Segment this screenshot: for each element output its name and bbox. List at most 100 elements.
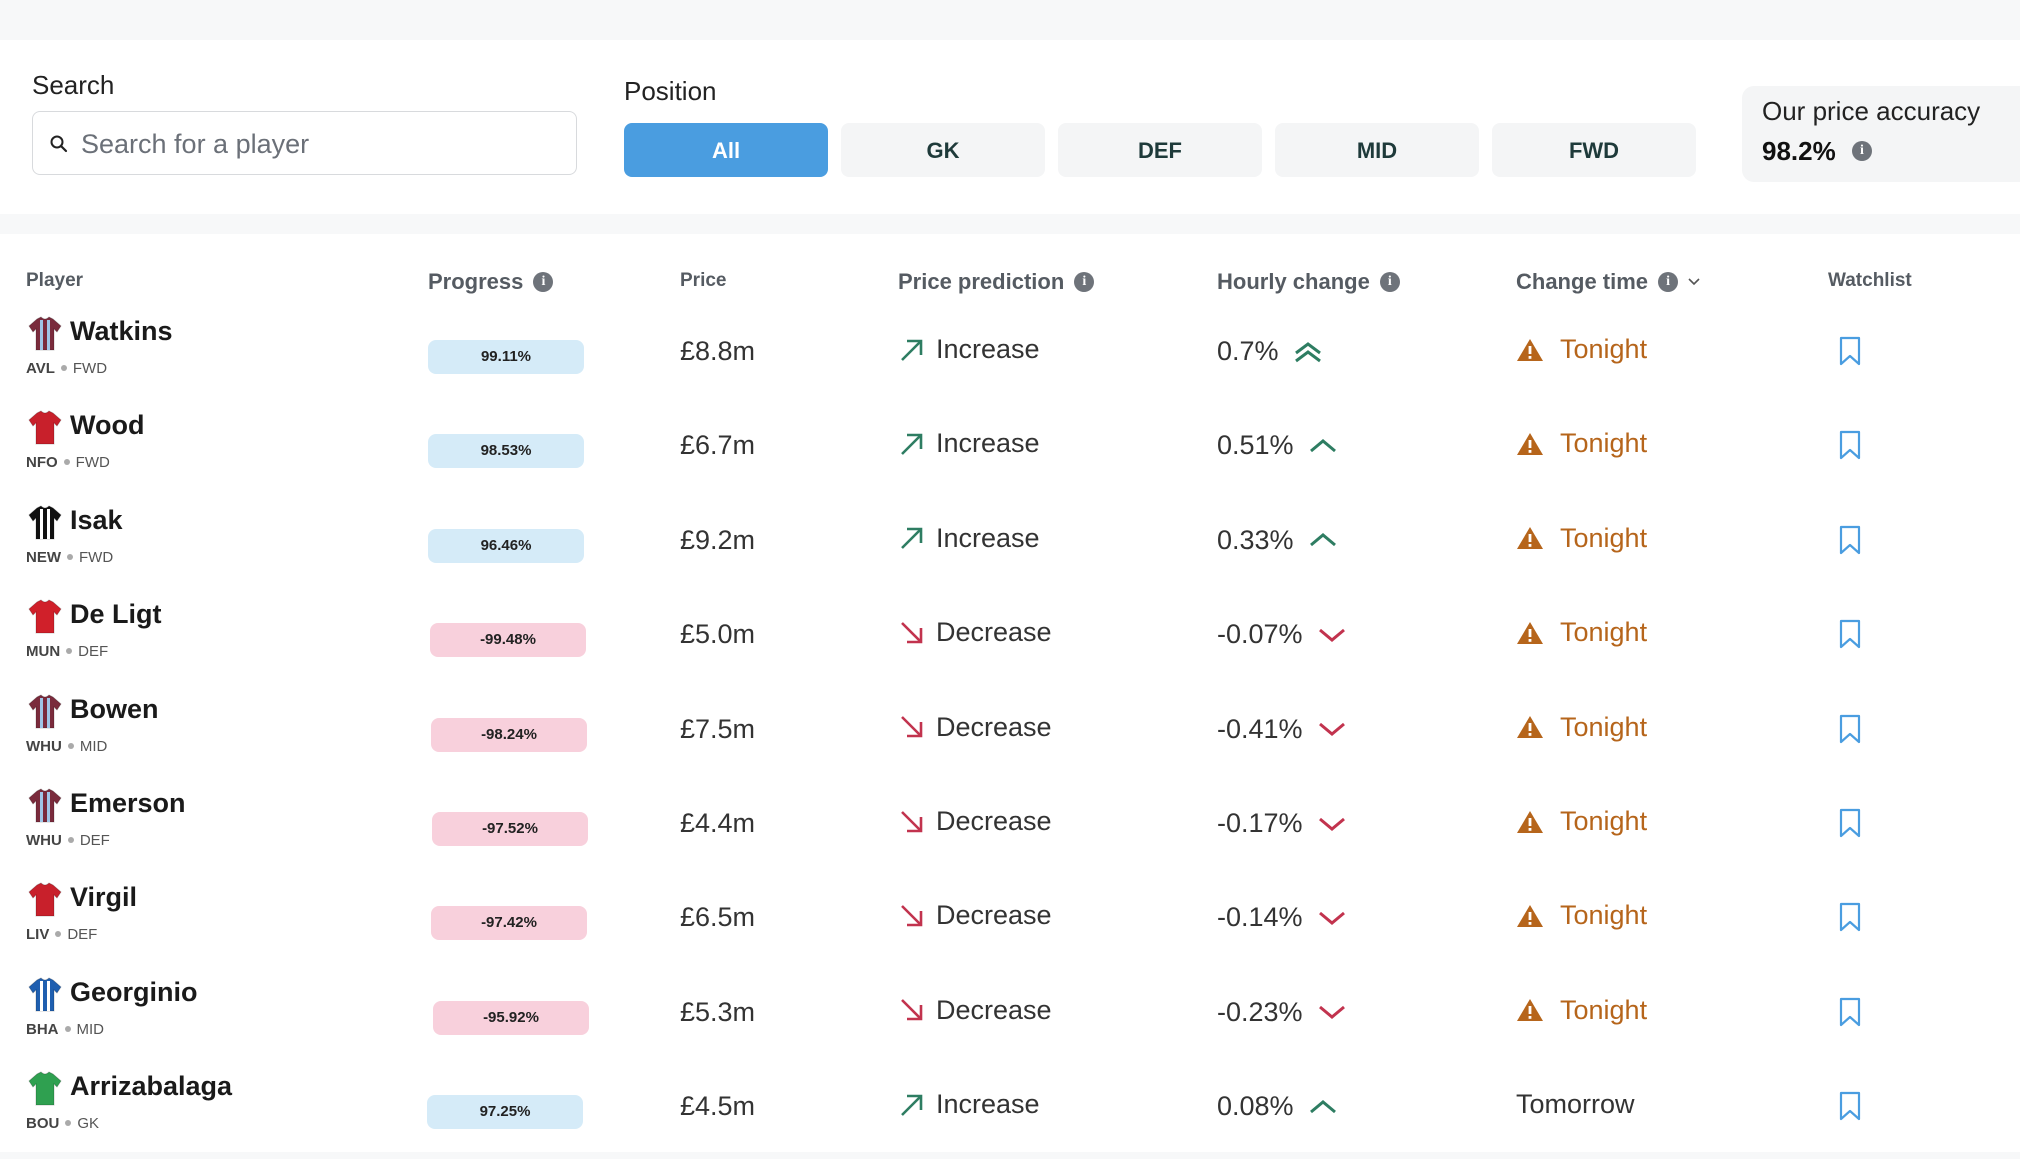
player-name[interactable]: De Ligt [70, 599, 162, 630]
player-team: MUN [26, 643, 61, 661]
prediction-label: Decrease [936, 617, 1052, 648]
trend-up-arrow-icon [901, 339, 923, 361]
chevron-down-icon [1318, 628, 1345, 642]
trend-up-arrow-icon [901, 433, 923, 455]
bookmark-icon[interactable] [1838, 336, 1862, 366]
player-name[interactable]: Wood [70, 410, 145, 441]
hourly-info-icon[interactable]: i [1379, 272, 1400, 292]
player-name[interactable]: Watkins [70, 316, 173, 346]
position-label: Position [624, 76, 717, 106]
search-icon [50, 135, 68, 153]
hourly-change-value: 0.7% [1217, 336, 1279, 366]
price-prediction: Increase [898, 428, 1040, 459]
prediction-label: Increase [936, 1089, 1040, 1120]
warning-icon [1517, 432, 1543, 455]
search-label: Search [32, 70, 115, 100]
player-position: FWD [79, 548, 114, 566]
price-prediction: Decrease [898, 995, 1052, 1026]
table-row: Wood NFO FWD 98.53% £6.7m Increase 0.51% … [0, 404, 2020, 498]
position-filter-fwd[interactable]: FWD [1492, 123, 1696, 177]
player-name[interactable]: Arrizabalaga [70, 1071, 233, 1102]
accuracy-title: Our price accuracy [1762, 96, 1981, 126]
player-name[interactable]: Bowen [70, 693, 159, 724]
position-filter-mid[interactable]: MID [1275, 123, 1479, 177]
header-change-time[interactable]: Change time i [1516, 269, 1700, 295]
sort-chevron-icon[interactable] [1688, 278, 1700, 286]
double-chevron-up-icon [1294, 341, 1321, 362]
change-time-label: Tonight [1560, 711, 1648, 742]
change-time-label: Tonight [1560, 617, 1648, 648]
search-box[interactable] [32, 111, 577, 175]
bookmark-icon[interactable] [1838, 997, 1862, 1027]
player-price: £6.7m [680, 430, 756, 461]
player-name[interactable]: Georginio [70, 976, 198, 1007]
player-name[interactable]: Emerson [70, 788, 186, 818]
bookmark-icon[interactable] [1838, 902, 1862, 932]
trend-down-arrow-icon [901, 999, 923, 1021]
warning-icon [1517, 621, 1543, 644]
hourly-change: -0.41% [1217, 714, 1347, 745]
hourly-change: 0.7% [1217, 336, 1323, 367]
team-kit-icon [28, 599, 62, 634]
warning-icon [1517, 904, 1543, 927]
position-filter-all[interactable]: All [624, 123, 828, 177]
player-team: WHU [26, 832, 62, 849]
player-position: MID [79, 737, 108, 755]
hourly-change-value: -0.14% [1217, 902, 1303, 933]
hourly-change-value: 0.33% [1217, 524, 1294, 555]
player-name[interactable]: Isak [70, 504, 123, 535]
search-input[interactable] [79, 120, 563, 168]
bookmark-icon[interactable] [1838, 525, 1862, 555]
position-filter-def[interactable]: DEF [1058, 123, 1262, 177]
player-position: FWD [72, 360, 108, 377]
warning-icon [1517, 716, 1543, 739]
hourly-change: 0.08% [1217, 1091, 1338, 1122]
bookmark-icon[interactable] [1838, 808, 1862, 838]
trend-down-arrow-icon [901, 904, 923, 927]
bookmark-icon[interactable] [1838, 430, 1862, 460]
change-time-label: Tomorrow [1516, 1089, 1635, 1120]
player-team: BHA [26, 1020, 59, 1038]
prediction-info-icon[interactable]: i [1074, 272, 1095, 292]
player-meta: NEW FWD [26, 549, 113, 566]
player-name[interactable]: Virgil [70, 882, 138, 913]
change-time: Tonight [1516, 900, 1647, 931]
team-kit-icon [28, 505, 62, 540]
header-progress: Progress i [428, 269, 554, 295]
change-time-label: Tonight [1560, 428, 1648, 459]
bookmark-icon[interactable] [1838, 714, 1862, 744]
separator-dot [60, 365, 67, 372]
change-time-info-icon[interactable]: i [1658, 272, 1679, 292]
player-position: MID [76, 1020, 105, 1038]
warning-icon [1517, 810, 1543, 833]
hourly-change-value: -0.17% [1217, 808, 1303, 838]
player-price: £6.5m [680, 902, 756, 933]
separator-dot [66, 648, 73, 655]
position-filter-gk[interactable]: GK [841, 123, 1045, 177]
player-meta: AVL FWD [26, 360, 107, 377]
accuracy-info-icon[interactable]: i [1852, 141, 1872, 161]
trend-up-arrow-icon [901, 527, 923, 550]
player-meta: BOU GK [26, 1115, 99, 1132]
chevron-up-icon [1309, 1099, 1336, 1113]
hourly-change: -0.23% [1217, 997, 1347, 1028]
warning-icon [1517, 999, 1543, 1022]
prediction-label: Decrease [936, 806, 1052, 836]
header-watchlist: Watchlist [1828, 270, 1912, 291]
table-row: Bowen WHU MID -98.24% £7.5m Decrease -0.4… [0, 688, 2020, 782]
chevron-down-icon [1318, 817, 1345, 831]
bookmark-icon[interactable] [1838, 619, 1862, 649]
player-position: DEF [79, 832, 110, 849]
bookmark-icon[interactable] [1838, 1091, 1862, 1121]
table-row: Watkins AVL FWD 99.11% £8.8m Increase 0.7… [0, 310, 2020, 404]
progress-info-icon[interactable]: i [533, 272, 554, 292]
header-price-prediction: Price prediction i [898, 269, 1095, 295]
change-time: Tonight [1516, 334, 1647, 365]
progress-badge: 97.25% [427, 1095, 583, 1130]
chevron-down-icon [1318, 722, 1345, 737]
player-team: LIV [26, 926, 50, 944]
team-kit-icon [28, 410, 62, 445]
player-team: NFO [26, 454, 58, 472]
change-time: Tonight [1516, 617, 1647, 648]
hourly-change-value: 0.08% [1217, 1091, 1294, 1122]
